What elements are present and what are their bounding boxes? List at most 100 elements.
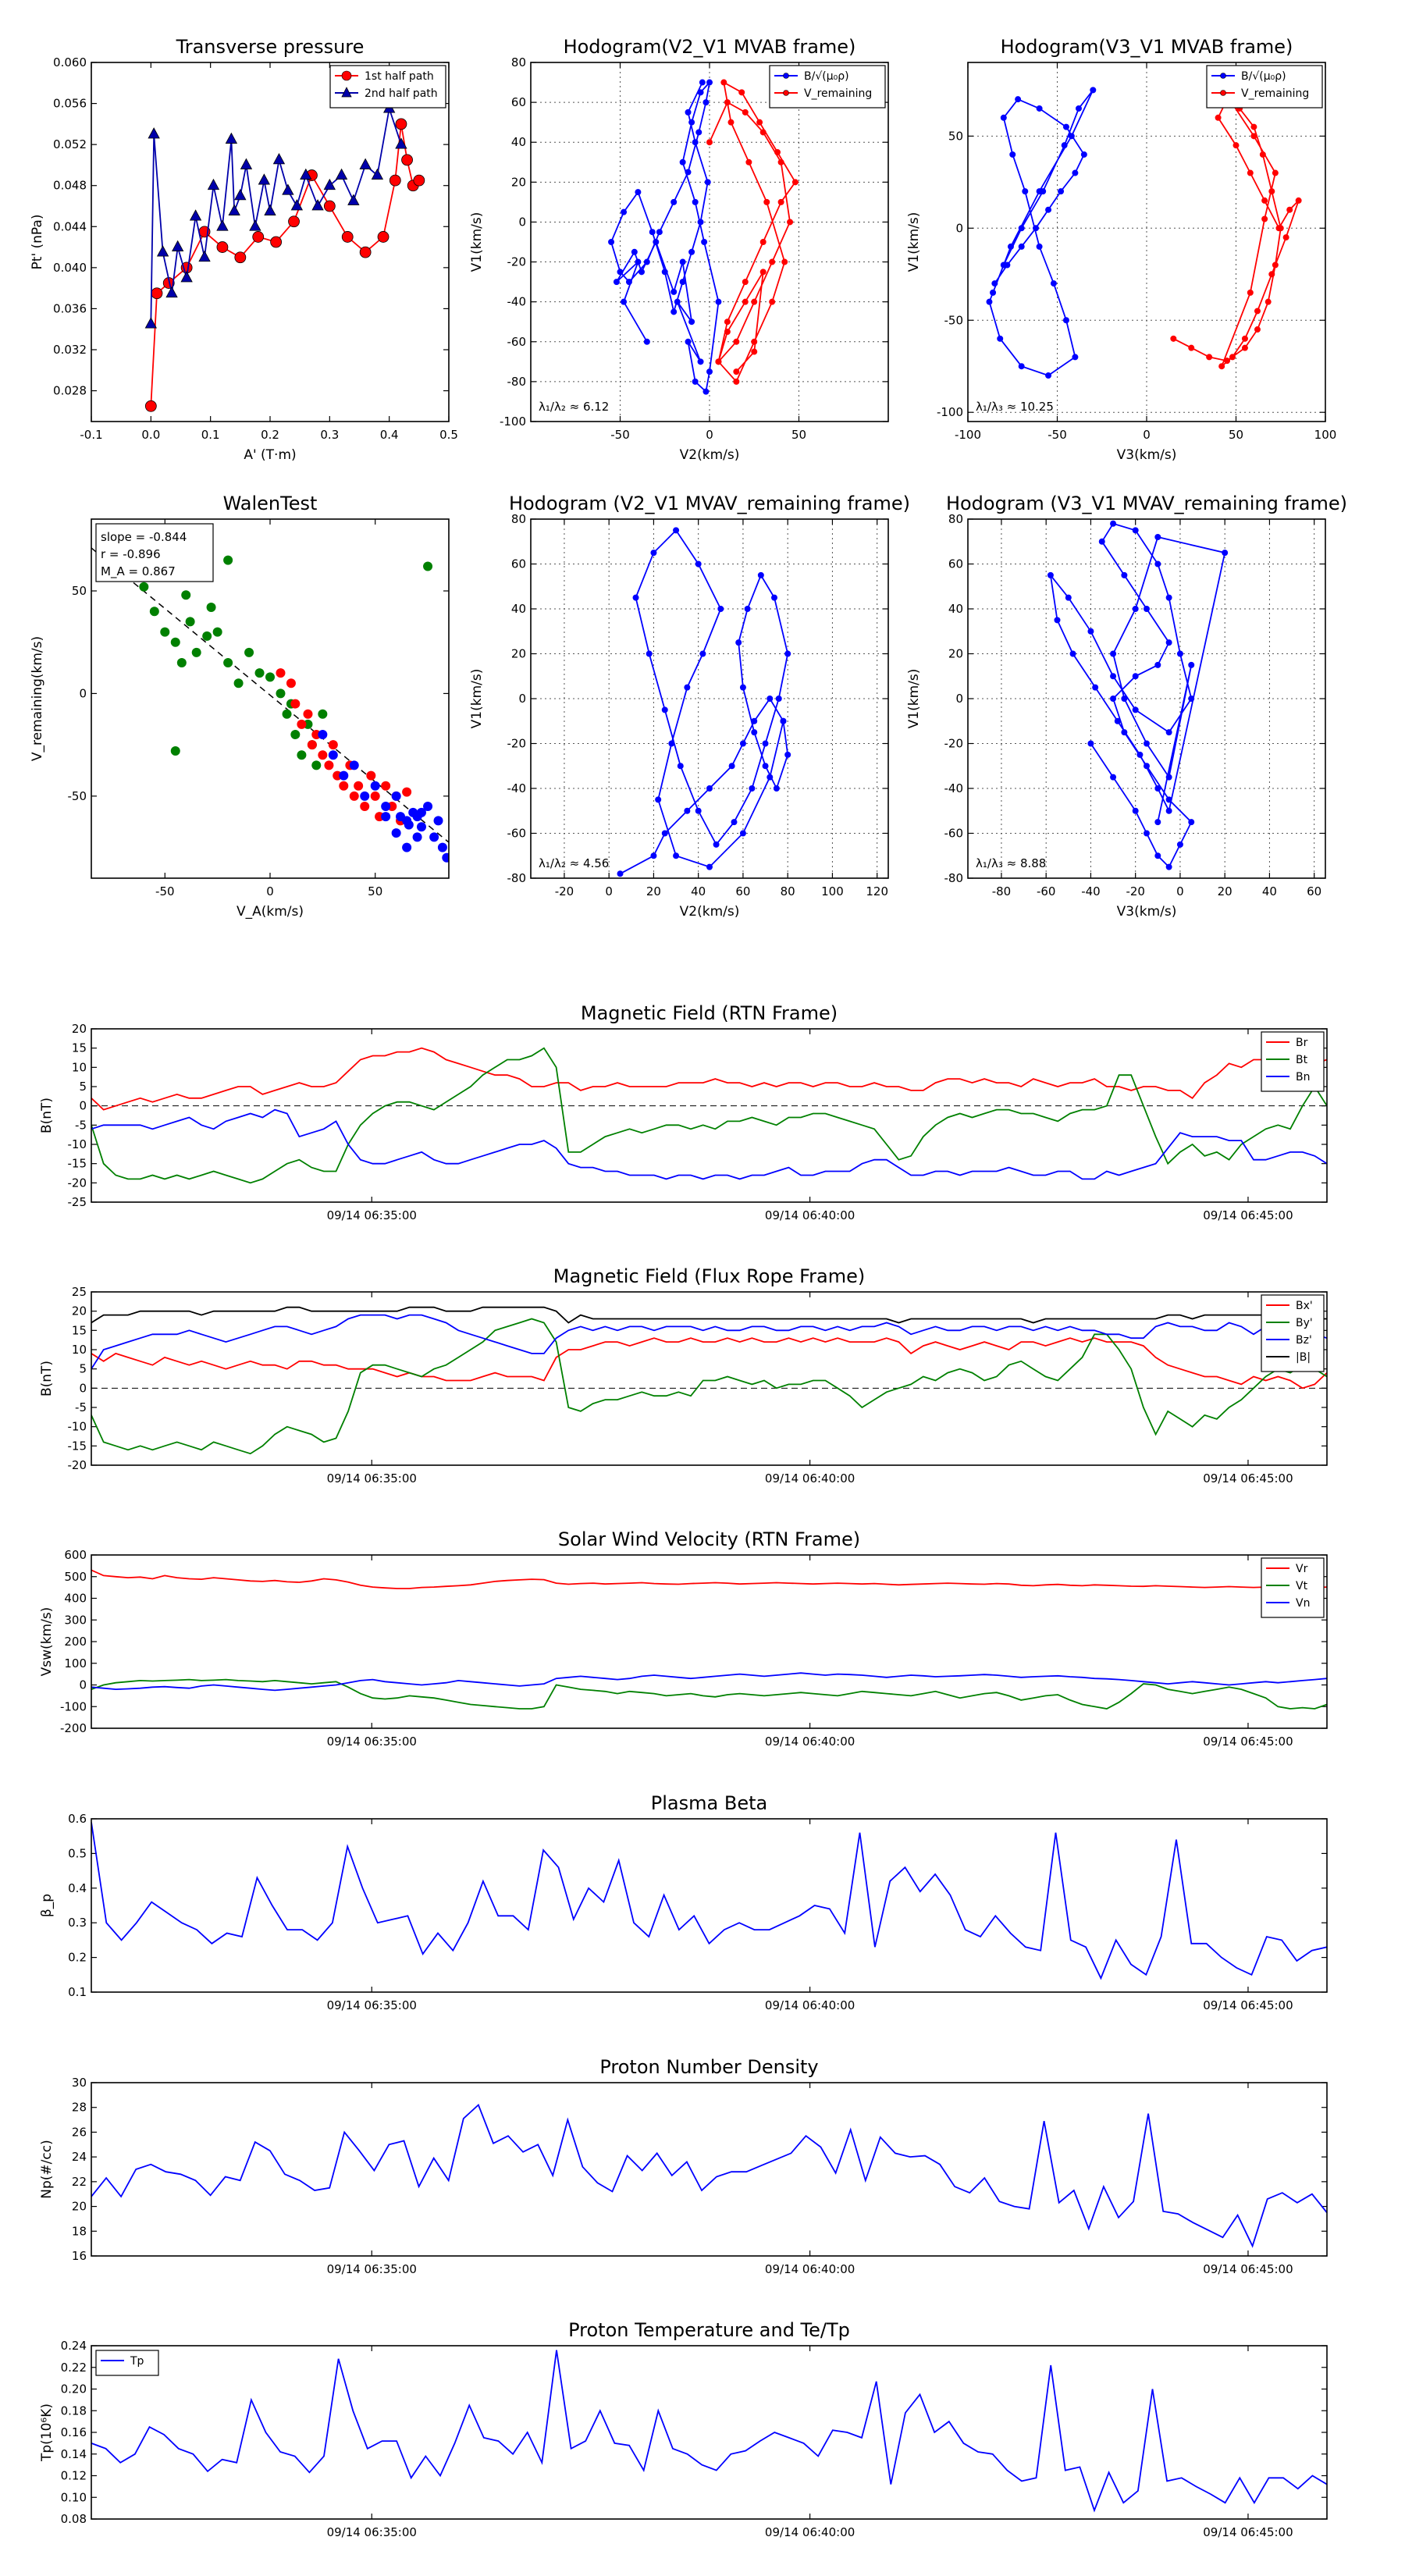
data-point (1206, 354, 1213, 361)
y-tick-label: 0.060 (53, 55, 87, 69)
series-vt (91, 1678, 1327, 1710)
y-tick-label: -50 (68, 789, 87, 803)
data-point (1068, 133, 1075, 140)
series-bt (91, 1047, 1327, 1184)
data-point (650, 550, 657, 557)
data-point (276, 668, 286, 678)
x-tick-label: 100 (821, 884, 844, 898)
data-point (282, 183, 294, 195)
data-point (335, 168, 348, 180)
plot-area (986, 87, 1302, 379)
data-point (1061, 142, 1068, 149)
data-point (1045, 206, 1052, 213)
data-point (416, 822, 426, 832)
x-tick-label: 0 (1143, 428, 1151, 442)
data-point (1015, 96, 1022, 103)
y-axis-label: β_p (39, 1894, 55, 1917)
data-point (1075, 105, 1082, 112)
data-point (668, 740, 675, 747)
data-point (349, 791, 359, 801)
data-point (144, 400, 157, 412)
plot-title: Transverse pressure (176, 36, 365, 58)
legend-label: |B| (1296, 1351, 1311, 1364)
y-tick-label: 20 (72, 1022, 87, 1036)
data-point (757, 571, 764, 578)
x-tick-label: 0.4 (380, 428, 399, 442)
y-tick-label: 30 (72, 2076, 87, 2090)
y-axis-label: Vsw(km/s) (39, 1607, 55, 1677)
data-point (1050, 280, 1057, 287)
data-point (733, 368, 740, 375)
data-point (1241, 344, 1248, 351)
x-tick-label: 09/14 06:35:00 (327, 1208, 417, 1222)
data-point (1218, 363, 1225, 370)
y-tick-label: 60 (511, 95, 526, 109)
plot-area (608, 79, 799, 395)
data-point (1018, 225, 1025, 232)
legend-label: V_remaining (1241, 87, 1309, 100)
x-tick-label: 0.2 (261, 428, 279, 442)
data-point (1154, 785, 1161, 792)
data-point (297, 750, 307, 760)
chart-magnetic-field-flux-rope: Magnetic Field (Flux Rope Frame) 09/14 06… (39, 1265, 1328, 1485)
x-tick-label: 50 (1229, 428, 1243, 442)
data-point (160, 627, 170, 637)
y-tick-label: 18 (72, 2224, 87, 2238)
data-point (756, 119, 763, 126)
y-tick-label: 0.028 (53, 384, 87, 398)
plot-area (617, 527, 791, 877)
plot-title: Magnetic Field (RTN Frame) (581, 1002, 838, 1024)
x-tick-label: 40 (691, 884, 706, 898)
data-point (1144, 763, 1150, 770)
data-point (762, 740, 769, 747)
data-point (1045, 372, 1052, 379)
data-point (276, 688, 286, 699)
data-point (198, 250, 211, 262)
y-tick-label: 100 (64, 1656, 87, 1670)
series-blue (318, 730, 449, 863)
data-point (1110, 650, 1117, 657)
legend-label: Br (1296, 1037, 1308, 1049)
data-point (1275, 225, 1282, 232)
data-point (381, 812, 391, 822)
data-point (1132, 527, 1139, 534)
plot-frame (91, 1291, 1328, 1466)
data-point (288, 215, 300, 228)
series-green (139, 555, 433, 770)
data-point (1282, 234, 1289, 241)
series-line (150, 108, 402, 325)
data-point (635, 258, 642, 265)
chart-transverse-pressure: Transverse pressure -0.1 0.0 0.1 0.2 0.3 0.4 0.… (30, 36, 458, 463)
data-point (670, 288, 678, 295)
data-point (254, 668, 265, 678)
data-point (1295, 197, 1302, 204)
chart-proton-number-density: Proton Number Density 09/14 06:35:00 09/14… (39, 2056, 1328, 2276)
data-point (692, 378, 699, 385)
data-point (1165, 729, 1172, 736)
plot-area (91, 1569, 1327, 1710)
y-tick-label: 300 (64, 1613, 87, 1627)
data-point (1215, 114, 1222, 121)
fit-line (91, 547, 449, 843)
x-tick-label: 20 (1218, 884, 1232, 898)
data-point (1268, 188, 1275, 195)
x-tick-label: 09/14 06:40:00 (765, 1208, 855, 1222)
y-tick-label: 0 (79, 1678, 87, 1692)
data-point (724, 329, 731, 335)
data-point (1090, 87, 1097, 94)
plot-title: Magnetic Field (Flux Rope Frame) (553, 1265, 865, 1287)
x-tick-label: 0 (605, 884, 613, 898)
data-point (1154, 560, 1161, 568)
data-point (1188, 819, 1195, 826)
y-tick-label: 0.1 (68, 1985, 87, 1999)
y-tick-label: 0.2 (68, 1951, 87, 1965)
y-tick-label: 60 (948, 557, 963, 571)
series-line (709, 80, 796, 383)
data-point (1188, 344, 1195, 351)
data-point (1261, 215, 1268, 222)
legend-marker (1220, 90, 1226, 96)
plot-area (91, 2350, 1327, 2513)
data-point (1144, 830, 1150, 837)
series-red (276, 668, 412, 826)
data-point (685, 169, 692, 176)
